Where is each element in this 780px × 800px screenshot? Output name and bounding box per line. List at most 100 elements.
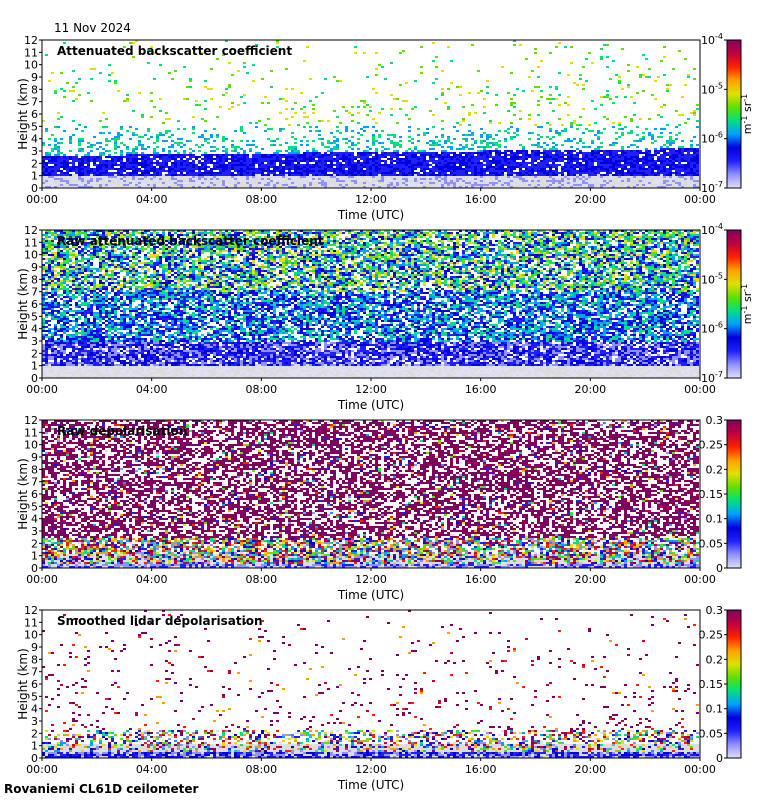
y-tick-label: 1: [31, 170, 38, 183]
colorbar-tick-label: 10-5: [701, 271, 723, 286]
x-tick-label: 16:00: [465, 763, 497, 776]
y-axis-label: Height (km): [16, 458, 30, 529]
y-tick-label: 0: [31, 562, 38, 575]
y-tick-label: 10: [24, 249, 38, 262]
colorbar-tick-label: 0.25: [699, 629, 724, 642]
y-tick-label: 3: [31, 335, 38, 348]
y-axis-label: Height (km): [16, 78, 30, 149]
panel-title: Raw attenuated backscatter coefficient: [57, 234, 324, 248]
y-tick-label: 7: [31, 476, 38, 489]
colorbar: [726, 609, 742, 759]
y-tick-label: 9: [31, 71, 38, 84]
y-tick-label: 1: [31, 360, 38, 373]
y-tick-label: 5: [31, 690, 38, 703]
y-tick-label: 6: [31, 108, 38, 121]
colorbar-tick-label: 0.25: [699, 439, 724, 452]
y-tick-label: 3: [31, 525, 38, 538]
y-tick-label: 3: [31, 145, 38, 158]
y-tick-label: 8: [31, 463, 38, 476]
panel-title: Attenuated backscatter coefficient: [57, 44, 292, 58]
y-tick-label: 1: [31, 740, 38, 753]
x-tick-label: 04:00: [136, 193, 168, 206]
x-tick-label: 08:00: [245, 193, 277, 206]
y-tick-label: 2: [31, 537, 38, 550]
x-tick-label: 20:00: [574, 573, 606, 586]
x-tick-label: 16:00: [465, 383, 497, 396]
heatmap-cells: [42, 230, 700, 378]
colorbar-tick-label: 10-7: [701, 370, 723, 385]
colorbar-tick-label: 10-6: [701, 321, 723, 336]
x-tick-label: 00:00: [26, 193, 58, 206]
y-tick-label: 12: [24, 34, 38, 47]
x-tick-label: 12:00: [355, 383, 387, 396]
colorbar-tick-label: 0.05: [699, 537, 724, 550]
colorbar-tick-label: 10-4: [701, 222, 723, 237]
y-tick-label: 0: [31, 372, 38, 385]
heatmap-cells: [42, 610, 700, 758]
y-axis-label: Height (km): [16, 648, 30, 719]
x-tick-label: 08:00: [245, 763, 277, 776]
date-label: 11 Nov 2024: [54, 21, 131, 35]
colorbar-unit: m-1 sr-1: [740, 284, 754, 324]
x-tick-label: 04:00: [136, 573, 168, 586]
y-tick-label: 11: [24, 426, 38, 439]
y-tick-label: 7: [31, 286, 38, 299]
x-tick-label: 00:00: [26, 383, 58, 396]
x-tick-label: 00:00: [26, 763, 58, 776]
colorbar-unit: m-1 sr-1: [740, 94, 754, 134]
x-axis-label: Time (UTC): [337, 208, 404, 222]
y-tick-label: 8: [31, 83, 38, 96]
colorbar-tick-label: 10-6: [701, 131, 723, 146]
y-tick-label: 7: [31, 666, 38, 679]
y-tick-label: 2: [31, 157, 38, 170]
x-tick-label: 00:00: [684, 193, 716, 206]
x-tick-label: 00:00: [684, 383, 716, 396]
y-tick-label: 5: [31, 500, 38, 513]
y-tick-label: 6: [31, 298, 38, 311]
y-tick-label: 7: [31, 96, 38, 109]
y-tick-label: 11: [24, 46, 38, 59]
station-label: Rovaniemi CL61D ceilometer: [4, 782, 198, 796]
colorbar-tick-label: 0.1: [706, 513, 724, 526]
y-tick-label: 9: [31, 641, 38, 654]
y-tick-label: 8: [31, 273, 38, 286]
x-tick-label: 20:00: [574, 763, 606, 776]
y-tick-label: 0: [31, 752, 38, 765]
x-tick-label: 20:00: [574, 193, 606, 206]
y-tick-label: 10: [24, 629, 38, 642]
colorbar-tick-label: 0: [716, 752, 723, 765]
y-tick-label: 4: [31, 703, 38, 716]
colorbar-tick-label: 0.15: [699, 488, 724, 501]
x-tick-label: 16:00: [465, 573, 497, 586]
y-tick-label: 11: [24, 616, 38, 629]
y-tick-label: 8: [31, 653, 38, 666]
y-tick-label: 10: [24, 59, 38, 72]
x-tick-label: 12:00: [355, 573, 387, 586]
colorbar-tick-label: 0.3: [706, 414, 724, 427]
y-tick-label: 2: [31, 347, 38, 360]
y-tick-label: 3: [31, 715, 38, 728]
colorbar-tick-label: 10-5: [701, 81, 723, 96]
y-tick-label: 5: [31, 120, 38, 133]
y-tick-label: 5: [31, 310, 38, 323]
y-tick-label: 12: [24, 604, 38, 617]
colorbar: [726, 419, 742, 569]
colorbar-tick-label: 10-4: [701, 32, 723, 47]
y-tick-label: 12: [24, 224, 38, 237]
y-tick-label: 10: [24, 439, 38, 452]
x-tick-label: 00:00: [26, 573, 58, 586]
x-tick-label: 08:00: [245, 383, 277, 396]
x-tick-label: 00:00: [684, 763, 716, 776]
y-tick-label: 6: [31, 488, 38, 501]
x-tick-label: 12:00: [355, 193, 387, 206]
colorbar: [726, 229, 742, 379]
colorbar-tick-label: 10-7: [701, 180, 723, 195]
colorbar: [726, 39, 742, 189]
panel-title: Raw depolarisation: [57, 424, 187, 438]
y-tick-label: 9: [31, 451, 38, 464]
x-tick-label: 00:00: [684, 573, 716, 586]
x-tick-label: 12:00: [355, 763, 387, 776]
